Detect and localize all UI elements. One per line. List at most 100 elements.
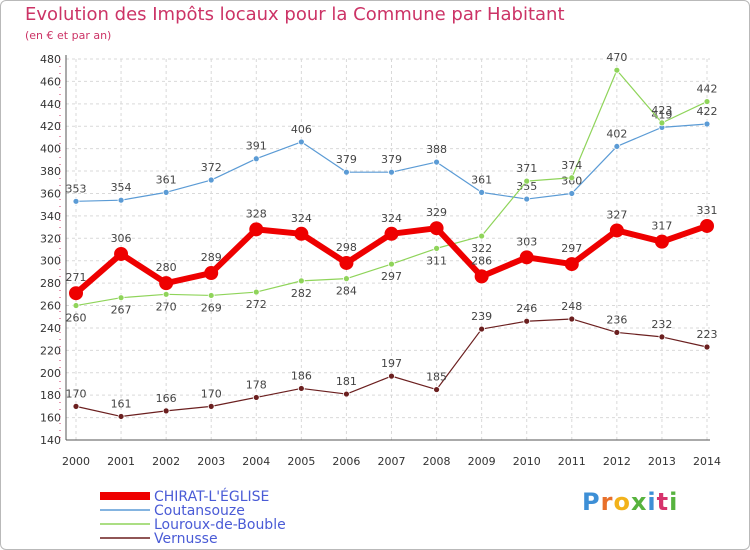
chart-title: Evolution des Impôts locaux pour la Comm…: [25, 4, 565, 25]
logo-letter: t: [656, 488, 670, 516]
data-point: [339, 255, 354, 270]
x-tick-label: 2012: [603, 455, 631, 468]
data-point: [207, 402, 215, 410]
data-label: 178: [246, 378, 267, 391]
data-point: [343, 390, 350, 398]
chart-subtitle: (en € et par an): [25, 29, 112, 42]
x-tick-label: 2007: [378, 455, 406, 468]
data-label: 166: [156, 392, 177, 405]
y-tick-label: 160: [40, 412, 61, 425]
data-point: [568, 190, 576, 197]
y-tick-label: 320: [40, 232, 61, 245]
data-point: [388, 168, 395, 176]
data-point: [72, 402, 80, 410]
data-label: 239: [471, 310, 492, 323]
data-label: 306: [111, 232, 132, 245]
data-label: 181: [336, 375, 357, 388]
data-label: 355: [516, 180, 537, 193]
x-tick-label: 2000: [62, 455, 90, 468]
logo-letter: i: [647, 488, 657, 516]
data-point: [658, 333, 666, 341]
logo-letter: P: [582, 488, 601, 516]
data-label: 236: [606, 313, 627, 326]
logo-letter: x: [630, 488, 648, 516]
data-label: 353: [66, 182, 87, 195]
x-tick-label: 2003: [197, 455, 225, 468]
data-point: [388, 260, 395, 268]
data-point: [433, 386, 440, 393]
data-point: [343, 168, 350, 176]
data-label: 286: [471, 254, 492, 267]
data-point: [523, 177, 531, 185]
data-label: 419: [651, 108, 672, 121]
data-point: [613, 66, 621, 74]
data-label: 271: [66, 271, 87, 284]
data-point: [204, 266, 219, 281]
data-point: [568, 174, 576, 182]
y-tick-label: 300: [40, 255, 61, 268]
data-point: [429, 221, 444, 236]
data-point: [162, 188, 170, 196]
data-point: [519, 250, 534, 265]
data-point: [252, 394, 260, 401]
data-label: 374: [561, 159, 582, 172]
x-tick-label: 2011: [558, 455, 586, 468]
data-label: 406: [291, 123, 312, 136]
x-tick-label: 2005: [287, 455, 315, 468]
data-label: 269: [201, 301, 222, 314]
data-point: [117, 196, 125, 204]
y-tick-label: 200: [40, 367, 61, 380]
x-tick-label: 2013: [648, 455, 676, 468]
x-tick-label: 2002: [152, 455, 180, 468]
data-point: [162, 290, 170, 298]
data-point: [384, 226, 399, 241]
data-label: 303: [516, 235, 537, 248]
y-tick-label: 180: [40, 389, 61, 402]
data-point: [207, 292, 215, 299]
data-point: [658, 119, 666, 127]
data-point: [568, 315, 576, 323]
plot-area: [66, 59, 710, 440]
y-tick-label: 240: [40, 322, 61, 335]
logo-letter: i: [669, 488, 679, 516]
y-tick-label: 260: [40, 300, 61, 313]
data-point: [654, 234, 669, 249]
x-tick-label: 2006: [332, 455, 360, 468]
data-label: 161: [111, 397, 132, 410]
data-label: 361: [156, 173, 177, 186]
data-label: 423: [651, 104, 672, 117]
data-point: [433, 244, 440, 252]
y-tick-label: 340: [40, 210, 61, 223]
y-tick-label: 400: [40, 143, 61, 156]
data-label: 402: [606, 127, 627, 140]
data-point: [478, 325, 486, 333]
data-label: 327: [606, 208, 627, 221]
data-label: 470: [606, 51, 627, 64]
data-label: 272: [246, 298, 267, 311]
data-label: 328: [246, 207, 267, 220]
data-label: 422: [697, 105, 718, 118]
data-label: 324: [381, 212, 402, 225]
data-label: 170: [66, 387, 87, 400]
data-label: 185: [426, 371, 447, 384]
data-label: 329: [426, 206, 447, 219]
data-point: [114, 246, 129, 261]
data-point: [294, 226, 309, 241]
data-point: [700, 218, 714, 233]
data-point: [72, 302, 80, 309]
data-point: [703, 343, 711, 351]
data-label: 186: [291, 369, 312, 382]
data-point: [249, 222, 264, 237]
data-label: 354: [111, 181, 132, 194]
x-tick-label: 2008: [423, 455, 451, 468]
y-tick-label: 360: [40, 187, 61, 200]
legend-label: CHIRAT-L'ÉGLISE: [154, 488, 269, 505]
data-label: 232: [651, 318, 672, 331]
data-label: 297: [381, 270, 402, 283]
y-tick-label: 480: [40, 53, 61, 66]
data-point: [523, 317, 531, 325]
data-point: [388, 372, 395, 380]
data-point: [609, 223, 624, 238]
data-point: [433, 158, 440, 166]
